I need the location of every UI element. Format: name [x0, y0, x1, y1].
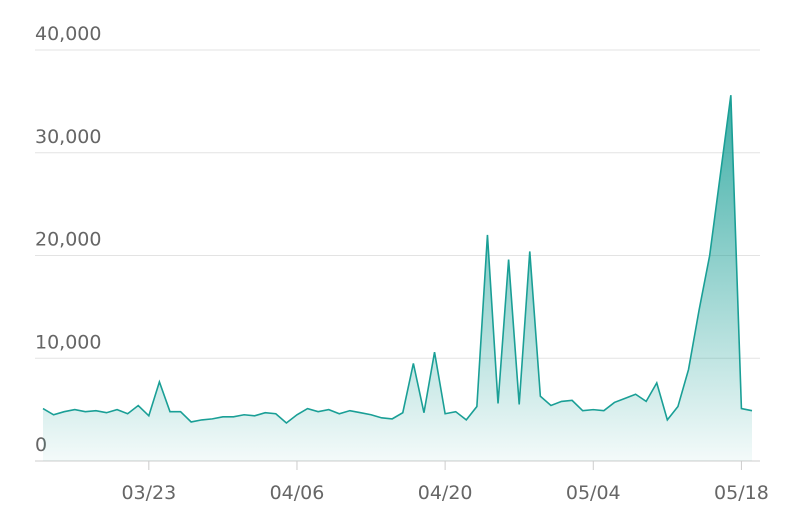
x-tick-label: 04/06: [270, 482, 325, 504]
y-tick-label: 10,000: [35, 331, 101, 353]
x-tick-label: 03/23: [121, 482, 176, 504]
line: [42, 95, 753, 425]
x-tick-label: 05/04: [566, 482, 621, 504]
x-tick-label: 05/18: [714, 482, 769, 504]
y-tick-label: 20,000: [35, 229, 101, 251]
y-tick-label: 40,000: [35, 23, 101, 45]
area: [43, 95, 752, 462]
y-tick-label: 30,000: [35, 126, 101, 148]
x-tick-label: 04/20: [418, 482, 473, 504]
